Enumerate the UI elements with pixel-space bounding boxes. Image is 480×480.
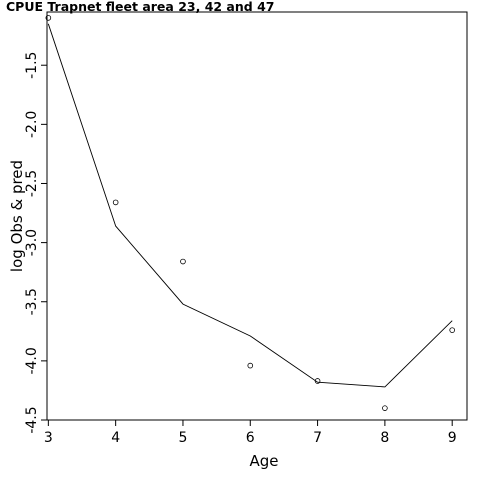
observed-point bbox=[112, 199, 119, 206]
observed-point bbox=[180, 258, 186, 265]
x-tick-label: 8 bbox=[380, 430, 389, 446]
y-tick-label: -3.0 bbox=[24, 229, 40, 256]
x-axis: 3 4 5 6 7 8 9 bbox=[44, 420, 457, 446]
x-tick-label: 7 bbox=[313, 430, 322, 446]
x-tick-label: 4 bbox=[111, 430, 120, 446]
y-tick-label: -4.0 bbox=[24, 347, 40, 374]
y-axis: -4.5 -4.0 -3.5 -3.0 -2.5 -2.0 -1.5 bbox=[24, 52, 47, 434]
y-axis-label: log Obs & pred bbox=[8, 160, 26, 272]
y-tick-label: -4.5 bbox=[24, 406, 40, 433]
y-tick-label: -1.5 bbox=[24, 52, 40, 79]
y-tick-label: -2.0 bbox=[24, 111, 40, 138]
x-tick-label: 9 bbox=[448, 430, 457, 446]
chart-title: CPUE Trapnet fleet area 23, 42 and 47 bbox=[6, 0, 274, 14]
series-layer bbox=[45, 15, 455, 411]
observed-point bbox=[382, 405, 388, 411]
x-tick-label: 5 bbox=[179, 430, 188, 446]
plot-frame bbox=[46, 11, 468, 421]
x-axis-label: Age bbox=[249, 452, 278, 470]
y-tick-label: -3.5 bbox=[24, 288, 40, 315]
observed-point bbox=[449, 327, 455, 333]
x-tick-label: 6 bbox=[246, 430, 255, 446]
x-tick-label: 3 bbox=[44, 430, 53, 446]
predicted-line bbox=[47, 23, 453, 388]
y-tick-label: -2.5 bbox=[24, 170, 40, 197]
observed-point bbox=[45, 15, 52, 21]
observed-point bbox=[247, 362, 254, 369]
